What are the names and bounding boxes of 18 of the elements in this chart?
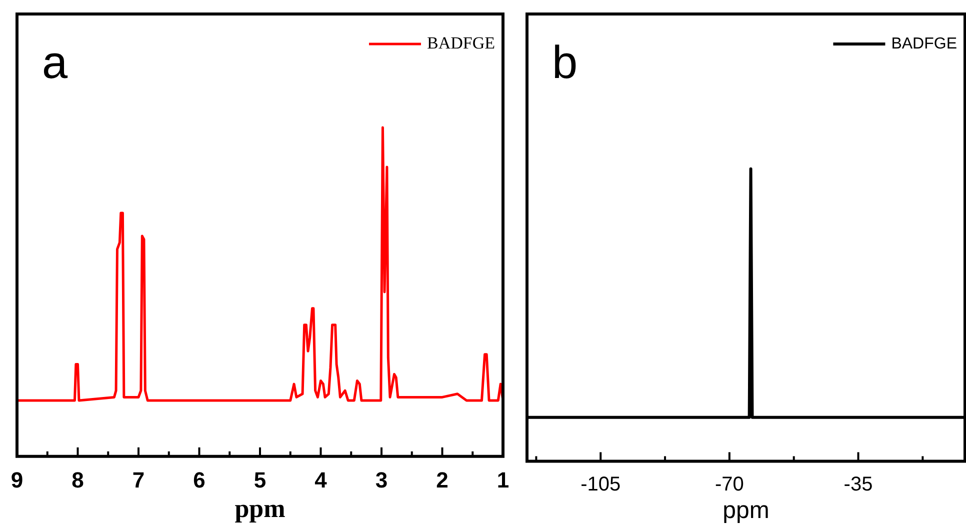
chart-title: a (42, 36, 68, 88)
x-tick-label: 6 (193, 468, 206, 493)
chart-title: b (552, 36, 578, 88)
x-axis-title: ppm (234, 494, 286, 524)
x-tick-label: 2 (436, 468, 448, 493)
x-tick-label: 5 (254, 468, 266, 493)
x-tick-label: -70 (714, 474, 744, 496)
x-tick-label: 1 (496, 468, 510, 493)
x-tick-label: 3 (375, 468, 388, 493)
legend-label: BADFGE (426, 33, 496, 52)
x-tick-label: -105 (580, 474, 621, 496)
x-tick-label: 9 (10, 468, 24, 493)
x-tick-label: 4 (314, 468, 328, 493)
legend-label: BADFGE (891, 35, 958, 52)
x-axis-title: ppm (722, 497, 770, 524)
x-tick-label: 7 (132, 468, 145, 493)
x-tick-label: -35 (844, 474, 873, 496)
x-tick-label: 8 (72, 468, 84, 493)
